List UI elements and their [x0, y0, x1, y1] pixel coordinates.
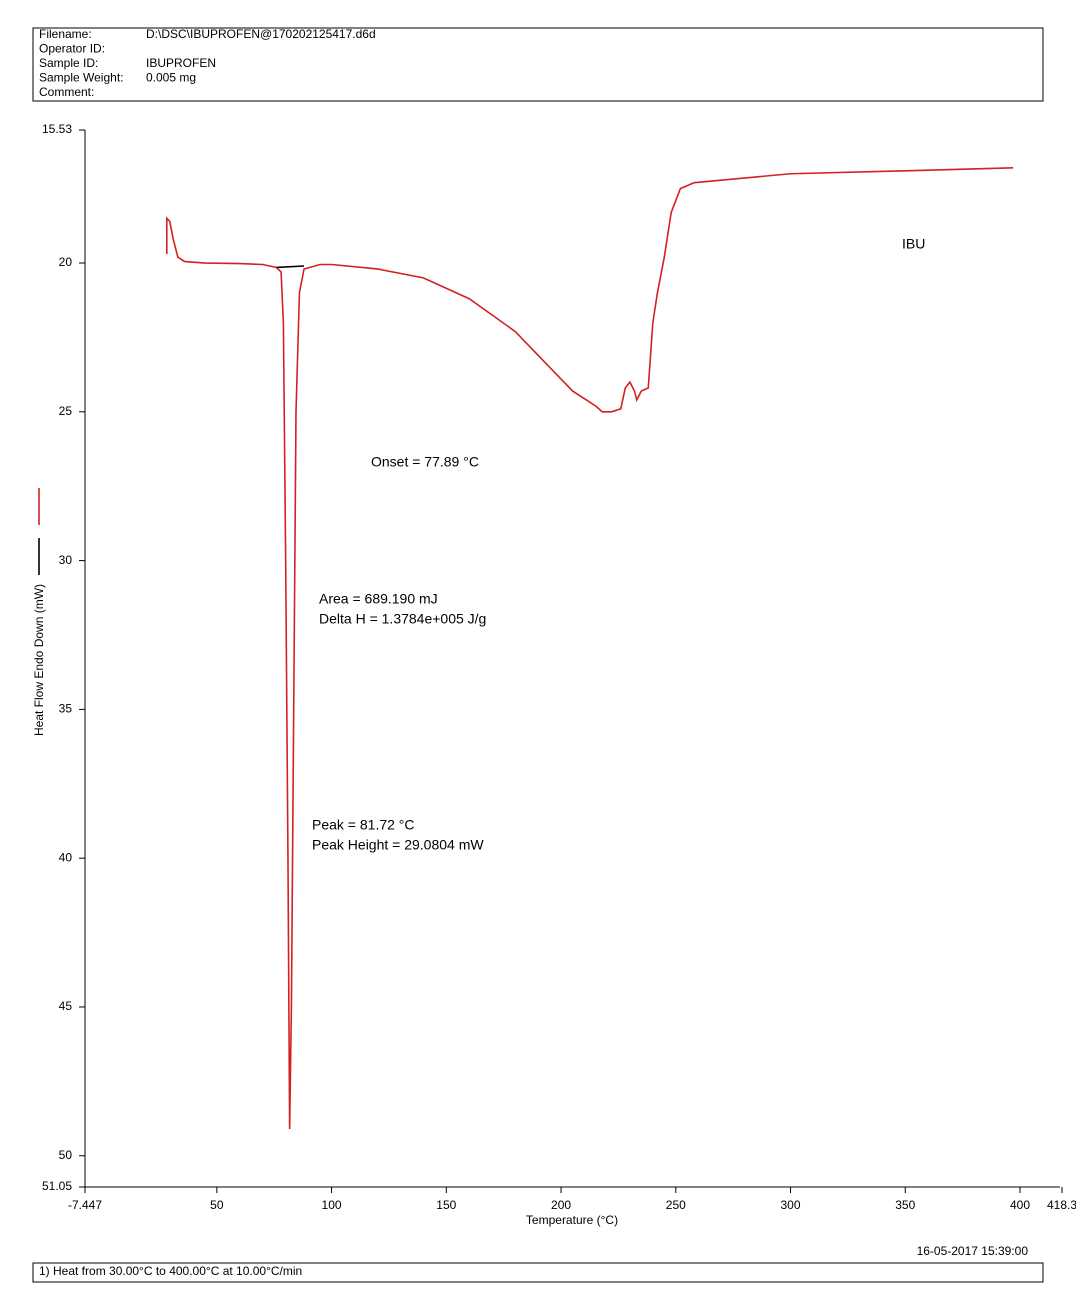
header-label: Comment: — [39, 85, 94, 99]
x-tick-label: 400 — [1010, 1198, 1030, 1212]
header-label: Sample ID: — [39, 56, 98, 70]
x-axis-title: Temperature (°C) — [526, 1213, 618, 1227]
header-value: D:\DSC\IBUPROFEN@170202125417.d6d — [146, 27, 376, 41]
header-value: 0.005 mg — [146, 71, 196, 85]
header-value: IBUPROFEN — [146, 56, 216, 70]
header-label: Sample Weight: — [39, 71, 124, 85]
method-box — [32, 1262, 1044, 1283]
y-tick-label: 20 — [59, 255, 73, 269]
y-tick-label: 51.05 — [42, 1179, 72, 1193]
x-tick-label: -7.447 — [68, 1198, 102, 1212]
y-tick-label: 45 — [59, 999, 73, 1013]
y-tick-label: 30 — [59, 553, 73, 567]
y-tick-label: 40 — [59, 850, 73, 864]
annotation: Peak Height = 29.0804 mW — [312, 837, 484, 853]
series-line — [166, 166, 1014, 1129]
header-box — [32, 27, 1044, 102]
y-tick-label: 25 — [59, 404, 73, 418]
annotation: Delta H = 1.3784e+005 J/g — [319, 611, 486, 627]
x-tick-label: 418.3 — [1047, 1198, 1076, 1212]
x-tick-label: 150 — [436, 1198, 456, 1212]
y-tick-label: 50 — [59, 1148, 73, 1162]
y-axis-title: Heat Flow Endo Down (mW) — [32, 584, 46, 736]
annotation: Peak = 81.72 °C — [312, 817, 415, 833]
method: 1) Heat from 30.00°C to 400.00°C at 10.0… — [39, 1264, 302, 1278]
y-tick-label: 35 — [59, 702, 73, 716]
annotation: Area = 689.190 mJ — [319, 591, 438, 607]
x-tick-label: 350 — [895, 1198, 915, 1212]
x-tick-label: 300 — [781, 1198, 801, 1212]
header-label: Operator ID: — [39, 42, 105, 56]
annotation: IBU — [902, 236, 925, 252]
timestamp: 16-05-2017 15:39:00 — [917, 1244, 1029, 1258]
x-tick-label: 200 — [551, 1198, 571, 1212]
series-line — [276, 265, 305, 269]
x-tick-label: 250 — [666, 1198, 686, 1212]
annotation: Onset = 77.89 °C — [371, 454, 479, 470]
y-tick-label: 15.53 — [42, 122, 72, 136]
header-label: Filename: — [39, 27, 92, 41]
x-tick-label: 50 — [210, 1198, 224, 1212]
x-tick-label: 100 — [322, 1198, 342, 1212]
